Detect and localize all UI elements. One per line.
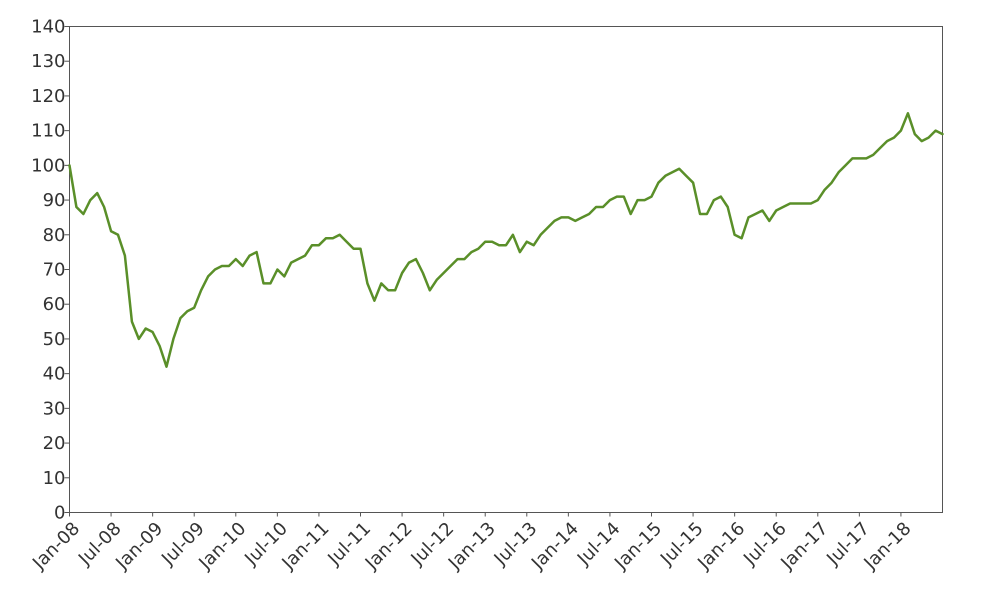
x-tick-label: Jan-08 — [28, 518, 84, 574]
y-tick-label: 80 — [43, 225, 66, 246]
x-tick-label: Jan-09 — [111, 518, 167, 574]
y-tick-label: 60 — [43, 294, 66, 315]
x-tick-label: Jan-14 — [527, 518, 583, 574]
y-axis: 0 10 20 30 40 50 60 70 80 90 100 110 120 130 140 — [31, 17, 70, 524]
x-tick-label: Jan-12 — [361, 518, 417, 574]
y-tick-label: 10 — [43, 468, 66, 489]
x-tick-label: Jan-15 — [610, 518, 666, 574]
y-tick-label: 110 — [31, 121, 65, 142]
y-tick-label: 0 — [54, 503, 65, 524]
x-tick-label: Jan-13 — [444, 518, 500, 574]
y-tick-label: 140 — [31, 17, 65, 38]
y-tick-label: 100 — [31, 155, 65, 176]
x-tick-label: Jan-17 — [776, 518, 832, 574]
series-layer — [68, 112, 944, 368]
x-axis: Jan-08Jul-08Jan-09Jul-09Jan-10Jul-10Jan-… — [28, 512, 916, 574]
y-tick-label: 20 — [43, 433, 66, 454]
series-line — [68, 112, 944, 368]
y-tick-label: 70 — [43, 260, 66, 281]
y-tick-label: 30 — [43, 398, 66, 419]
x-tick-label: Jan-10 — [194, 518, 250, 574]
y-tick-label: 90 — [43, 190, 66, 211]
x-tick-label: Jan-16 — [693, 518, 749, 574]
x-tick-label: Jan-18 — [860, 518, 916, 574]
y-tick-label: 50 — [43, 329, 66, 350]
y-tick-label: 120 — [31, 86, 65, 107]
x-tick-label: Jan-11 — [278, 518, 334, 574]
plot-area-frame — [69, 26, 943, 513]
y-tick-label: 40 — [43, 364, 66, 385]
y-tick-label: 130 — [31, 51, 65, 72]
